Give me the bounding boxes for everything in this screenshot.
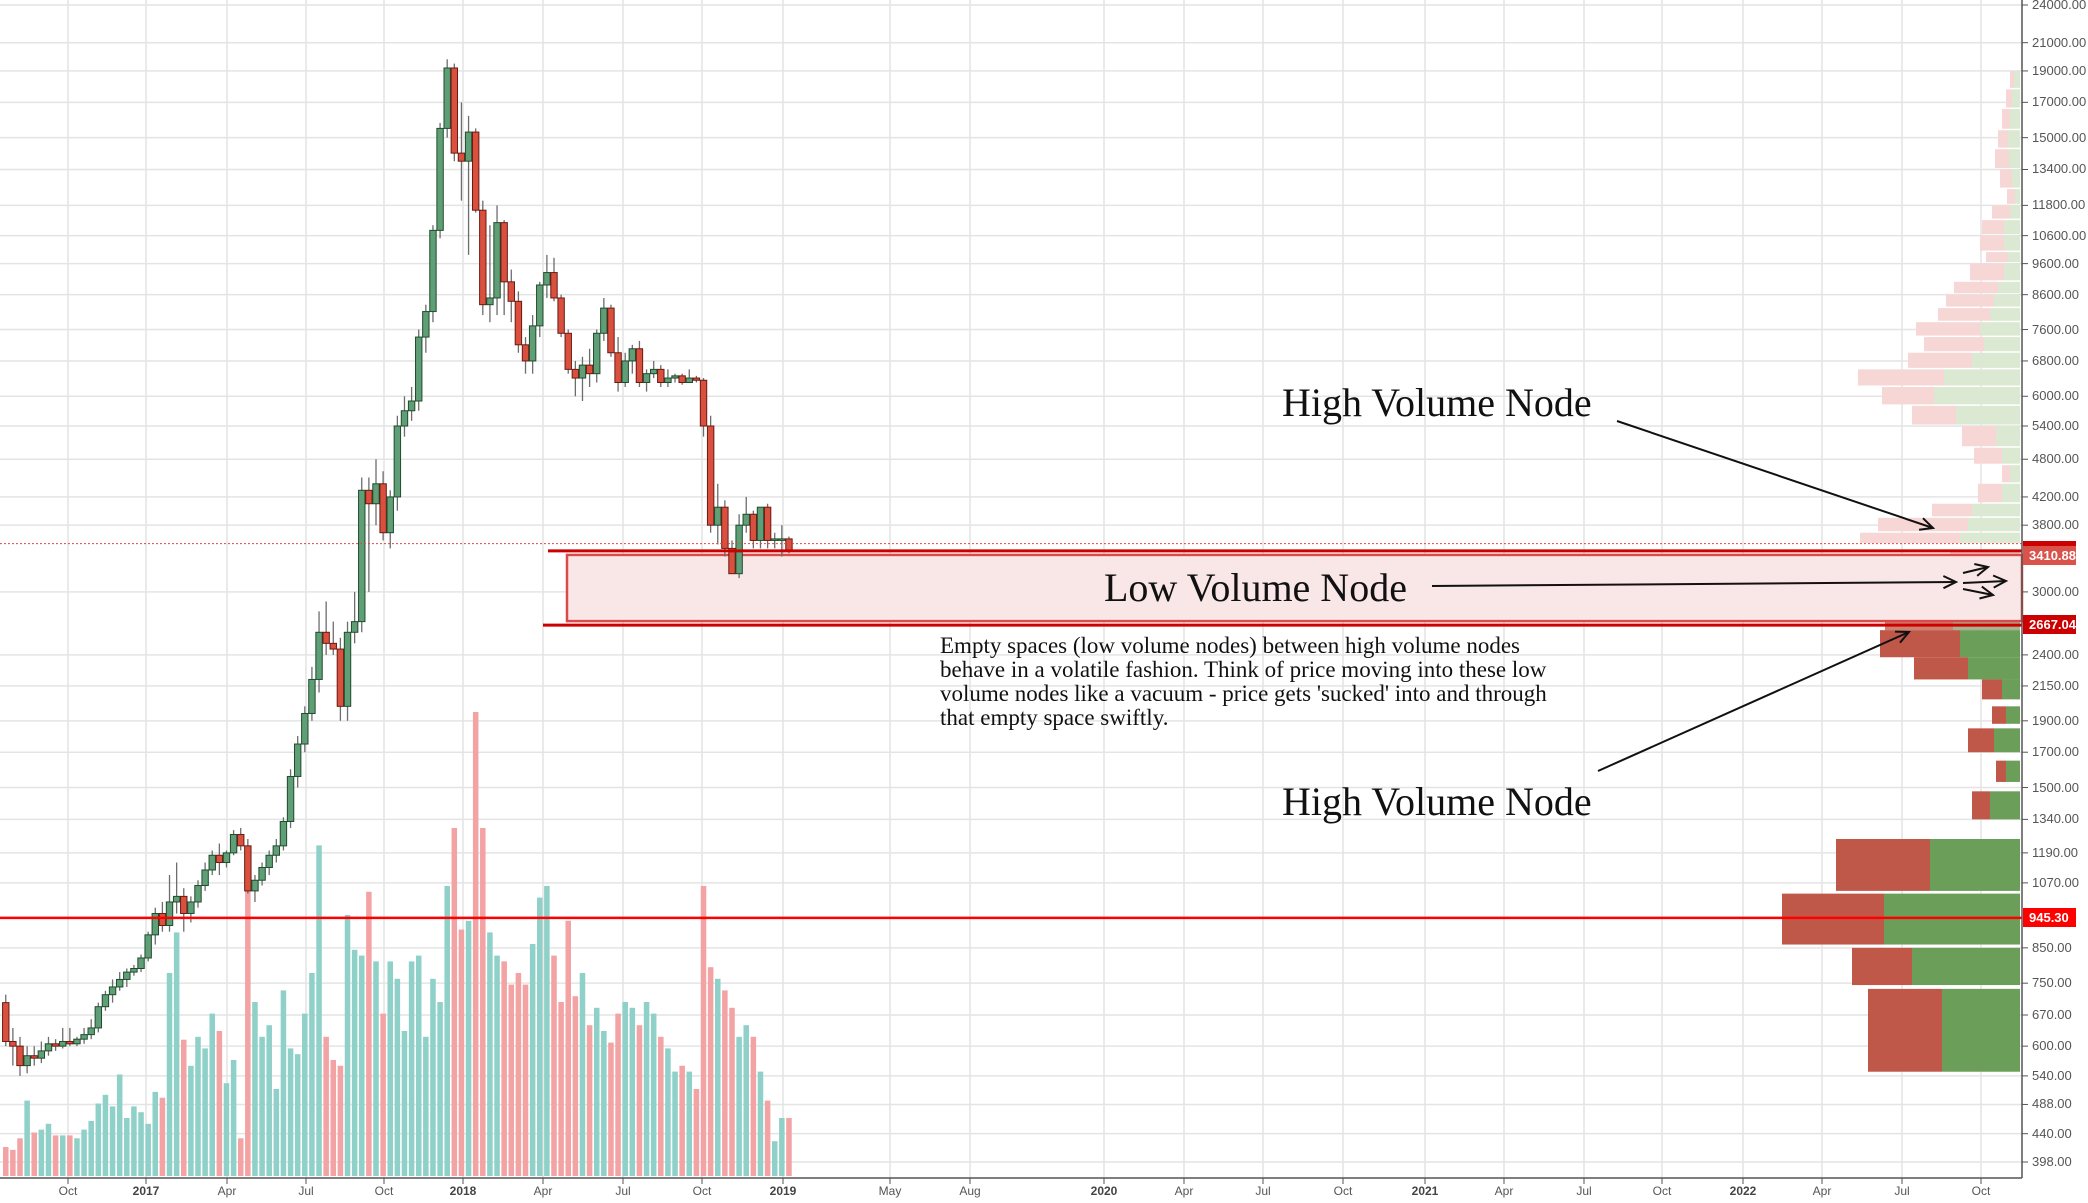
price-tick-label: 440.00 (2032, 1125, 2072, 1141)
time-tick-label: Oct (58, 1184, 78, 1198)
time-tick-label: Oct (1971, 1184, 1991, 1198)
price-tick-label: 4800.00 (2032, 451, 2079, 467)
time-tick-label: 2020 (1090, 1184, 1118, 1198)
price-tick-label: 1900.00 (2032, 712, 2079, 728)
price-tick-label: 670.00 (2032, 1007, 2072, 1022)
price-tick-label: 6000.00 (2032, 388, 2079, 404)
annotation-arrows (1431, 420, 2009, 772)
time-axis-ticks (67, 1178, 1982, 1184)
price-tick-label: 1070.00 (2032, 874, 2079, 890)
price-tick-label: 3000.00 (2032, 583, 2079, 599)
time-tick-label: Jul (1255, 1184, 1271, 1198)
price-tick-label: 8600.00 (2032, 286, 2079, 302)
price-tick-label: 6800.00 (2032, 352, 2079, 368)
price-tick-label: 10600.00 (2032, 227, 2087, 243)
price-tag: 3410.88 (2023, 545, 2076, 565)
price-axis-ticks (2022, 4, 2028, 1163)
price-tick-label: 4200.00 (2032, 488, 2079, 504)
time-tick-label: 2018 (449, 1184, 477, 1198)
price-tick-label: 21000.00 (2032, 34, 2087, 50)
price-tick-label: 1700.00 (2032, 744, 2079, 760)
price-tick-label: 17000.00 (2032, 94, 2087, 110)
time-tick-label: Jul (1576, 1184, 1592, 1198)
price-tick-label: 9600.00 (2032, 255, 2079, 271)
time-tick-label: Apr (1494, 1184, 1514, 1198)
time-tick-label: Apr (1812, 1184, 1832, 1198)
time-tick-label: May (878, 1184, 902, 1198)
price-tick-label: 11800.00 (2032, 197, 2086, 213)
time-tick-label: Apr (533, 1184, 553, 1198)
high-volume-node-bottom-label: High Volume Node (1282, 779, 1592, 824)
price-tick-label: 24000.00 (2032, 0, 2087, 12)
time-tick-label: Jul (1894, 1184, 1910, 1198)
price-tick-label: 488.00 (2032, 1096, 2072, 1112)
candlestick-series (2, 59, 793, 1076)
price-tag: 945.30 (2023, 907, 2076, 927)
low-volume-node-label: Low Volume Node (1104, 565, 1407, 610)
time-tick-label: Oct (1333, 1184, 1353, 1198)
price-tick-label: 1190.00 (2032, 844, 2079, 860)
time-tick-label: Jul (615, 1184, 631, 1198)
volume-bars (3, 712, 792, 1176)
price-tick-label: 19000.00 (2032, 62, 2087, 78)
price-tick-label: 1340.00 (2032, 811, 2079, 827)
price-tick-label: 398.00 (2032, 1154, 2072, 1169)
time-tick-label: Apr (217, 1184, 237, 1198)
price-tick-label: 15000.00 (2032, 129, 2087, 145)
high-volume-node-top-label: High Volume Node (1282, 380, 1592, 425)
time-tick-label: 2017 (132, 1184, 160, 1198)
price-tick-label: 850.00 (2032, 939, 2072, 955)
price-tick-label: 540.00 (2032, 1067, 2072, 1083)
time-tick-label: Apr (1174, 1184, 1194, 1198)
price-tick-label: 3800.00 (2032, 517, 2079, 533)
price-tag: 2667.04 (2023, 615, 2076, 635)
time-tick-label: Oct (692, 1184, 712, 1198)
price-tick-label: 7600.00 (2032, 321, 2079, 337)
time-tick-label: 2022 (1729, 1184, 1757, 1198)
price-tick-label: 2400.00 (2032, 646, 2079, 662)
price-tick-label: 1500.00 (2032, 779, 2079, 795)
time-tick-label: Jul (298, 1184, 314, 1198)
time-tick-label: Aug (959, 1184, 981, 1198)
time-tick-label: 2019 (769, 1184, 797, 1198)
price-tick-label: 2150.00 (2032, 677, 2079, 693)
time-tick-label: Oct (374, 1184, 394, 1198)
price-tick-label: 600.00 (2032, 1038, 2072, 1054)
horizontal-lines[interactable] (0, 543, 2022, 920)
price-tick-label: 13400.00 (2032, 161, 2087, 177)
explanation-text: Empty spaces (low volume nodes) between … (940, 633, 1547, 730)
price-tick-label: 5400.00 (2032, 418, 2079, 433)
price-tick-label: 750.00 (2032, 975, 2072, 991)
time-tick-label: Oct (1652, 1184, 1672, 1198)
chart-grid (0, 0, 2022, 1178)
time-tick-label: 2021 (1411, 1184, 1439, 1198)
